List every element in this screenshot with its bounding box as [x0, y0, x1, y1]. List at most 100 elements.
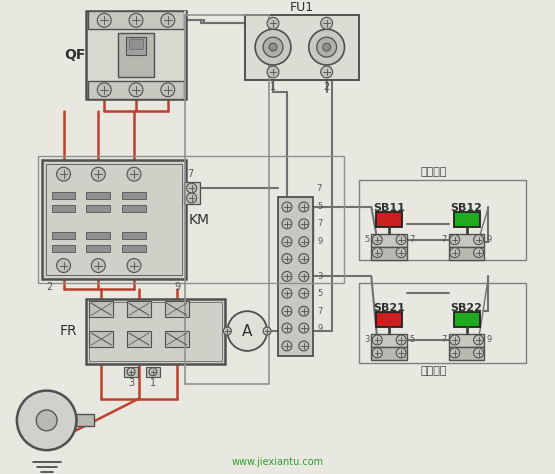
Bar — [376, 212, 402, 227]
Circle shape — [309, 29, 345, 65]
Circle shape — [282, 219, 292, 229]
Circle shape — [267, 66, 279, 78]
Text: 7: 7 — [188, 169, 194, 179]
Circle shape — [299, 202, 309, 212]
Text: 7: 7 — [441, 235, 447, 244]
Circle shape — [473, 335, 483, 345]
Circle shape — [321, 66, 332, 78]
Bar — [122, 232, 146, 239]
Bar — [371, 246, 407, 260]
Bar — [449, 234, 485, 246]
Circle shape — [57, 167, 70, 181]
Text: 甲地控制: 甲地控制 — [421, 167, 447, 177]
Bar — [118, 33, 154, 77]
Text: SB11: SB11 — [374, 203, 405, 213]
Circle shape — [255, 29, 291, 65]
Bar — [360, 180, 526, 260]
Text: 9: 9 — [317, 324, 323, 333]
Bar — [126, 37, 146, 55]
Text: 7: 7 — [317, 183, 322, 192]
Circle shape — [396, 348, 406, 358]
Bar — [449, 347, 485, 360]
Bar — [38, 156, 344, 283]
Bar — [371, 347, 407, 360]
Circle shape — [228, 311, 267, 351]
Bar — [449, 334, 485, 347]
Bar — [371, 334, 407, 347]
Circle shape — [396, 235, 406, 245]
Circle shape — [161, 13, 175, 27]
Circle shape — [186, 193, 196, 203]
Circle shape — [372, 348, 382, 358]
Circle shape — [161, 83, 175, 97]
Text: 3: 3 — [128, 378, 134, 388]
Circle shape — [299, 254, 309, 264]
Bar — [454, 212, 480, 227]
Circle shape — [282, 341, 292, 351]
Bar — [371, 234, 407, 246]
Bar — [87, 232, 110, 239]
Bar — [52, 245, 75, 252]
Text: 7: 7 — [317, 219, 323, 228]
Circle shape — [282, 254, 292, 264]
Text: KM: KM — [189, 213, 210, 227]
Text: 1: 1 — [270, 82, 276, 92]
Bar — [185, 15, 269, 383]
Text: QF: QF — [64, 48, 85, 62]
Circle shape — [299, 288, 309, 298]
Bar — [360, 283, 526, 363]
Text: 7: 7 — [441, 336, 447, 345]
Circle shape — [263, 37, 283, 57]
Circle shape — [282, 272, 292, 282]
Bar — [52, 192, 75, 199]
Text: SB22: SB22 — [451, 303, 482, 313]
Circle shape — [450, 335, 460, 345]
Bar — [146, 367, 160, 377]
Circle shape — [396, 335, 406, 345]
Circle shape — [282, 323, 292, 333]
Bar — [42, 160, 186, 279]
Circle shape — [473, 247, 483, 257]
Bar — [184, 11, 186, 99]
Circle shape — [372, 235, 382, 245]
Bar — [376, 312, 402, 327]
Bar — [87, 245, 110, 252]
Bar — [184, 160, 186, 329]
Circle shape — [450, 247, 460, 257]
Circle shape — [263, 327, 271, 335]
Text: 9: 9 — [317, 237, 323, 246]
Circle shape — [97, 13, 111, 27]
Circle shape — [299, 237, 309, 246]
Circle shape — [372, 247, 382, 257]
Text: 3: 3 — [364, 336, 369, 345]
Circle shape — [322, 43, 331, 51]
Bar — [52, 205, 75, 212]
Bar — [245, 15, 360, 80]
Circle shape — [299, 272, 309, 282]
Bar — [89, 301, 113, 317]
Bar — [165, 301, 189, 317]
Bar — [87, 11, 186, 99]
Bar — [278, 197, 313, 356]
Circle shape — [372, 335, 382, 345]
Circle shape — [224, 327, 231, 335]
Circle shape — [299, 219, 309, 229]
Bar — [127, 301, 151, 317]
Circle shape — [450, 348, 460, 358]
Bar — [122, 205, 146, 212]
Circle shape — [92, 258, 105, 273]
Bar — [87, 299, 225, 364]
Bar — [454, 312, 480, 327]
Bar — [88, 81, 184, 99]
Bar — [122, 192, 146, 199]
Text: 5: 5 — [364, 235, 369, 244]
Circle shape — [127, 258, 141, 273]
Bar — [124, 367, 138, 377]
Circle shape — [129, 13, 143, 27]
Circle shape — [473, 235, 483, 245]
Text: 5: 5 — [317, 289, 323, 298]
Text: 9: 9 — [175, 283, 181, 292]
Text: A: A — [242, 324, 253, 338]
Text: FU1: FU1 — [290, 1, 314, 14]
Circle shape — [129, 83, 143, 97]
